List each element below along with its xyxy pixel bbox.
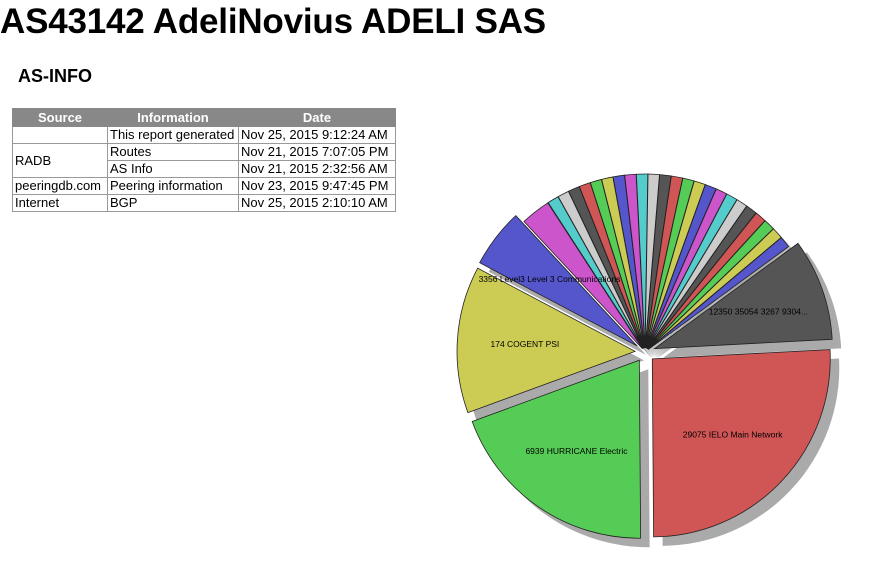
pie-slice-label: 29075 IELO Main Network (683, 430, 783, 440)
date-cell: Nov 23, 2015 9:47:45 PM (238, 177, 396, 195)
as-info-table: Source Information Date This report gene… (12, 108, 396, 212)
pie-slice (471, 359, 642, 539)
source-cell: peeringdb.com (12, 177, 108, 195)
pie-slice-layer (456, 173, 833, 539)
pie-label-layer: 29075 IELO Main Network 6939 HURRICANE El… (479, 274, 808, 456)
page-title: AS43142 AdeliNovius ADELI SAS (0, 2, 546, 41)
information-cell: This report generated (107, 126, 239, 144)
column-header-source: Source (12, 108, 108, 127)
table-row: AS Info Nov 21, 2015 2:32:56 AM (13, 160, 396, 178)
pie-slice (523, 202, 643, 350)
pie-slice (456, 267, 637, 414)
pie-slice-label: 6939 HURRICANE Electric (525, 446, 628, 456)
pie-slice (647, 237, 790, 350)
date-cell: Nov 21, 2015 2:32:56 AM (238, 160, 396, 178)
pie-slice-label: 3356 Level3 Level 3 Communications (479, 274, 621, 284)
pie-slice-label: 12350 35054 3267 9304... (709, 307, 808, 317)
date-cell: Nov 25, 2015 2:10:10 AM (238, 194, 396, 212)
table-row: RADB Routes Nov 21, 2015 7:07:05 PM (12, 143, 396, 178)
section-title: AS-INFO (18, 66, 92, 86)
pie-slice (653, 242, 833, 350)
information-cell: BGP (107, 194, 239, 212)
source-cell: Internet (12, 194, 108, 212)
table-row: Internet BGP Nov 25, 2015 2:10:10 AM (12, 194, 396, 212)
source-cell: RADB (12, 143, 108, 178)
column-header-date: Date (238, 108, 396, 127)
pie-slice (651, 349, 831, 538)
table-row: peeringdb.com Peering information Nov 23… (12, 177, 396, 195)
pie-slice-label: 174 COGENT PSI (490, 339, 559, 349)
pie-slice (479, 215, 638, 347)
